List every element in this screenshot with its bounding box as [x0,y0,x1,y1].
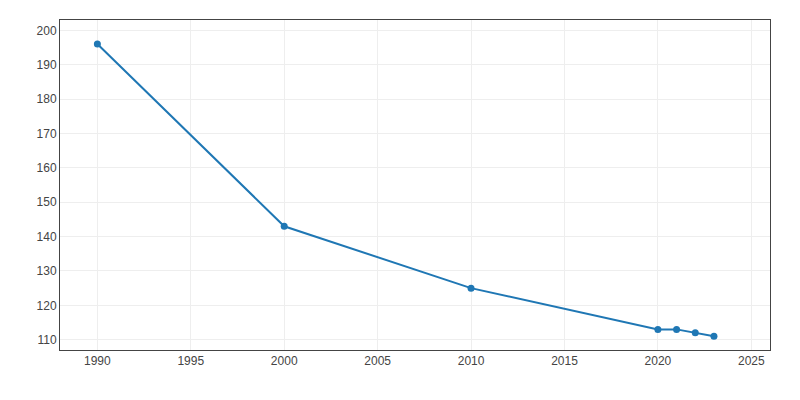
svg-text:180: 180 [37,92,57,106]
svg-text:140: 140 [37,230,57,244]
svg-text:2025: 2025 [738,354,765,368]
svg-text:1990: 1990 [84,354,111,368]
svg-text:190: 190 [37,58,57,72]
svg-text:170: 170 [37,127,57,141]
svg-text:2015: 2015 [551,354,578,368]
svg-text:200: 200 [37,24,57,38]
svg-text:2010: 2010 [458,354,485,368]
svg-text:130: 130 [37,264,57,278]
svg-text:2020: 2020 [645,354,672,368]
svg-text:2005: 2005 [364,354,391,368]
svg-text:160: 160 [37,161,57,175]
svg-text:150: 150 [37,195,57,209]
svg-text:120: 120 [37,299,57,313]
svg-text:2000: 2000 [271,354,298,368]
svg-text:1995: 1995 [177,354,204,368]
svg-text:110: 110 [37,333,56,347]
